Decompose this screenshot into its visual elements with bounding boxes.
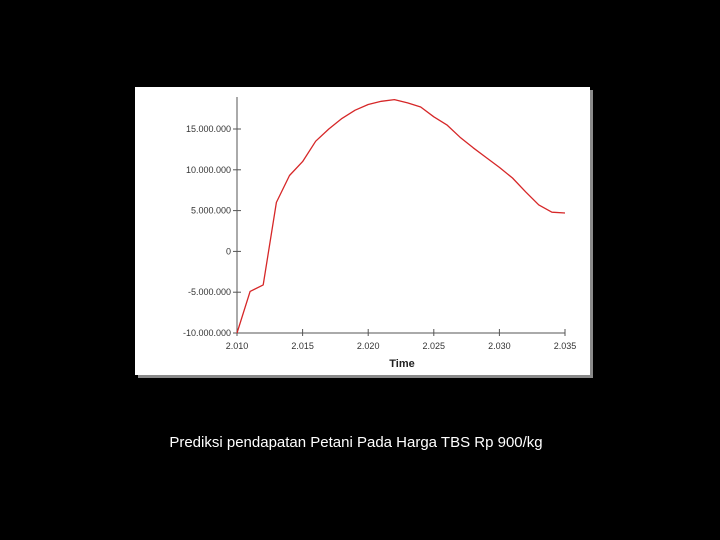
chart-frame: -10.000.000 -5.000.000 0 5.000.000 10.000.00… xyxy=(135,87,590,375)
y-tick-label: 5.000.000 xyxy=(191,206,231,216)
y-tick-label: 15.000.000 xyxy=(186,124,231,134)
series-line xyxy=(236,98,566,334)
slide-caption: Prediksi pendapatan Petani Pada Harga TB… xyxy=(169,434,543,451)
x-tick-label: 2.015 xyxy=(291,341,314,351)
x-tick-label: 2.025 xyxy=(423,341,446,351)
y-tick-label: 0 xyxy=(226,246,231,256)
line-chart: -10.000.000 -5.000.000 0 5.000.000 10.000.00… xyxy=(183,97,577,370)
x-axis-title: Time xyxy=(389,358,414,370)
x-tick-label: 2.020 xyxy=(357,341,380,351)
x-tick-label: 2.035 xyxy=(554,341,577,351)
y-tick-label: 10.000.000 xyxy=(186,165,231,175)
x-tick-label: 2.010 xyxy=(226,341,249,351)
x-tick-label: 2.030 xyxy=(488,341,511,351)
y-tick-label: -5.000.000 xyxy=(188,287,231,297)
y-tick-label: -10.000.000 xyxy=(183,328,231,338)
